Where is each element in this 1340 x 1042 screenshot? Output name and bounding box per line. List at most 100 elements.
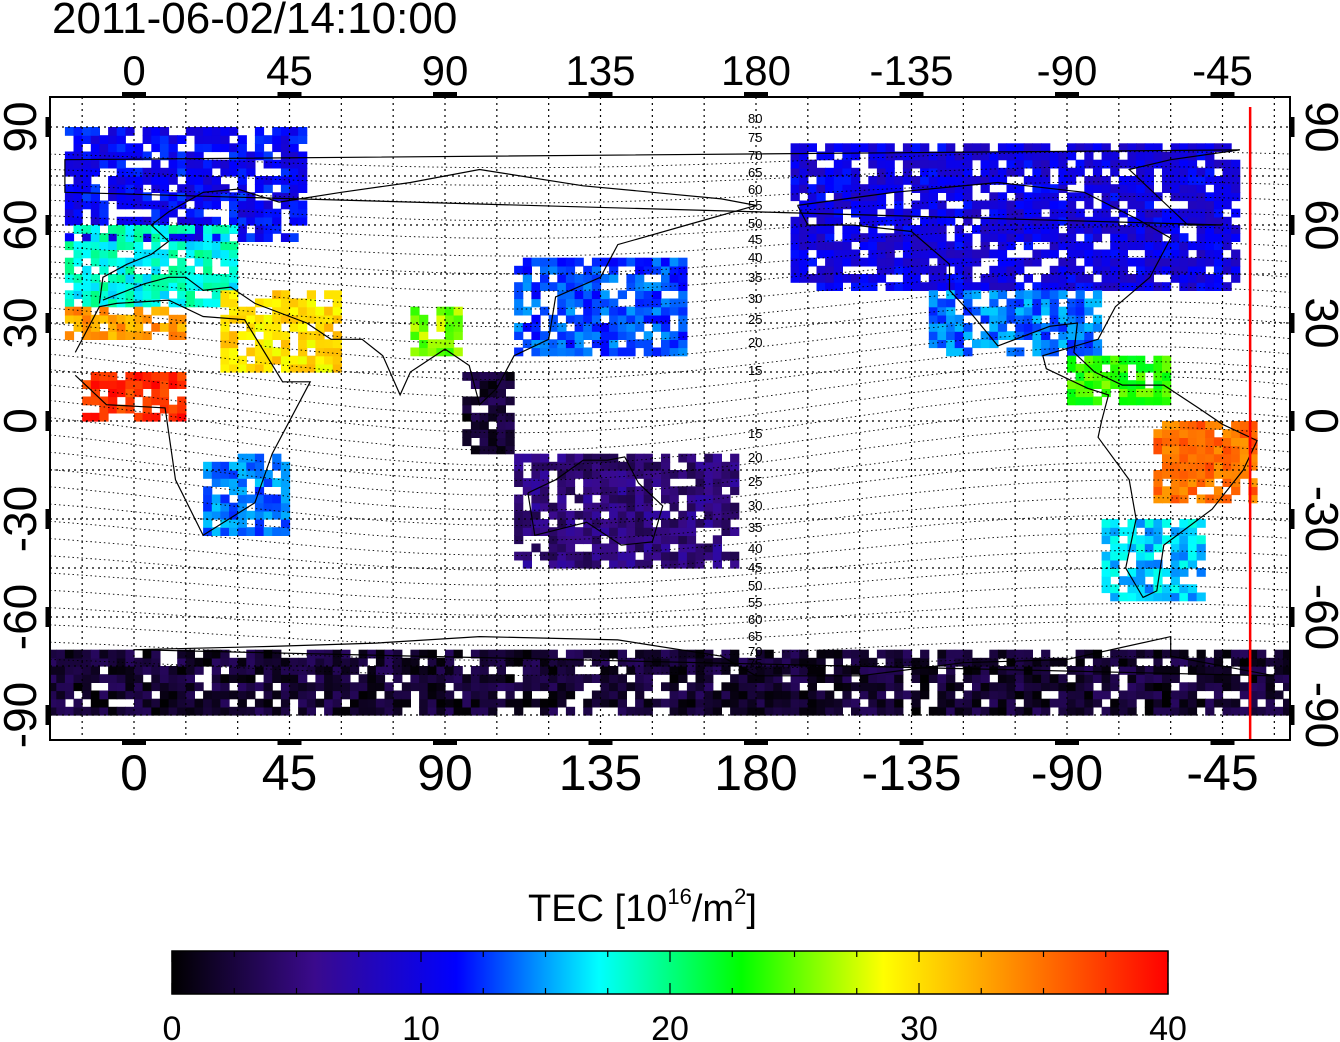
tec-cell	[263, 298, 273, 308]
tec-cell	[419, 666, 429, 675]
tec-cell	[159, 127, 170, 136]
tec-cell	[1257, 649, 1267, 659]
tec-cell	[1101, 551, 1111, 561]
tec-cell	[721, 478, 731, 487]
tec-cell	[635, 543, 645, 553]
tec-cell	[946, 331, 956, 340]
tec-cell	[704, 674, 714, 683]
tec-cell	[565, 470, 576, 479]
tec-cell	[1092, 649, 1103, 659]
tec-cell	[1257, 682, 1267, 692]
tec-cell	[790, 649, 800, 659]
tec-cell	[1213, 184, 1224, 193]
tec-cell	[514, 682, 524, 692]
tec-cell	[574, 682, 584, 692]
tec-cell	[635, 674, 645, 683]
tec-cell	[1170, 216, 1180, 226]
tec-cell	[1196, 535, 1206, 545]
tec-cell	[1170, 453, 1180, 463]
tec-cell	[90, 282, 100, 291]
tec-cell	[661, 453, 671, 463]
tec-cell	[272, 208, 282, 218]
tec-cell	[980, 666, 990, 675]
tec-cell	[1187, 486, 1198, 496]
tec-cell	[652, 535, 662, 545]
tec-cell	[272, 216, 282, 226]
tec-cell	[989, 216, 999, 226]
tec-cell	[686, 682, 697, 692]
tec-cell	[686, 494, 697, 504]
tec-cell	[1058, 265, 1068, 275]
tec-cell	[1239, 649, 1249, 659]
tec-cell	[842, 200, 852, 210]
tec-cell	[220, 127, 230, 136]
tec-cell	[747, 682, 757, 692]
tec-cell	[263, 200, 273, 210]
tec-cell	[203, 486, 213, 496]
tec-cell	[73, 241, 83, 251]
tec-cell	[177, 265, 187, 275]
tec-cell	[704, 543, 714, 553]
tec-cell	[661, 682, 671, 692]
tec-cell	[1222, 429, 1232, 438]
tec-cell	[799, 151, 809, 161]
tec-cell	[1179, 649, 1189, 659]
tec-cell	[669, 649, 679, 659]
tec-cell	[609, 323, 619, 332]
tec-cell	[721, 470, 731, 479]
tec-cell	[289, 657, 299, 667]
tec-cell	[73, 167, 83, 177]
tec-cell	[90, 690, 100, 700]
tec-cell	[1092, 363, 1103, 373]
lon-label-bottom: 180	[714, 745, 797, 801]
tec-cell	[825, 200, 835, 210]
tec-cell	[851, 143, 861, 153]
tec-cell	[1092, 257, 1103, 267]
tec-cell	[885, 674, 895, 683]
tec-cell	[1144, 559, 1154, 569]
tec-cell	[963, 176, 973, 185]
tec-cell	[1041, 706, 1051, 716]
tec-cell	[289, 298, 299, 308]
tec-cell	[272, 666, 282, 675]
tec-cell	[1067, 666, 1077, 675]
tec-cell	[652, 478, 662, 487]
tec-cell	[1248, 674, 1258, 683]
tec-cell	[108, 682, 118, 692]
tec-cell	[151, 298, 161, 308]
tec-cell	[142, 257, 152, 267]
tec-cell	[1144, 527, 1154, 536]
tec-cell	[635, 519, 645, 528]
tec-cell	[142, 396, 152, 406]
tec-cell	[82, 184, 92, 193]
tec-cell	[445, 657, 455, 667]
tec-cell	[134, 698, 144, 708]
tec-cell	[591, 674, 602, 683]
tec-cell	[928, 290, 938, 300]
tec-cell	[565, 331, 576, 340]
tec-cell	[1187, 176, 1198, 185]
tec-cell	[514, 290, 524, 300]
tec-cell	[678, 323, 688, 332]
tec-cell	[557, 527, 567, 536]
tec-cell	[695, 543, 705, 553]
tec-cell	[868, 241, 878, 251]
tec-cell	[954, 698, 964, 708]
tec-cell	[82, 331, 92, 340]
tec-cell	[1187, 657, 1198, 667]
tec-cell	[82, 674, 92, 683]
tec-cell	[851, 666, 861, 675]
tec-cell	[56, 698, 66, 708]
tec-cell	[609, 527, 619, 536]
tec-cell	[1222, 176, 1232, 185]
tec-cell	[678, 282, 688, 291]
tec-cell	[1006, 257, 1016, 267]
tec-cell	[531, 282, 541, 291]
tec-cell	[911, 208, 921, 218]
tec-cell	[557, 510, 567, 520]
tec-cell	[1283, 698, 1290, 708]
tec-cell	[954, 159, 964, 169]
tec-cell	[73, 257, 83, 267]
tec-cell	[1127, 649, 1137, 659]
tec-cell	[177, 257, 187, 267]
